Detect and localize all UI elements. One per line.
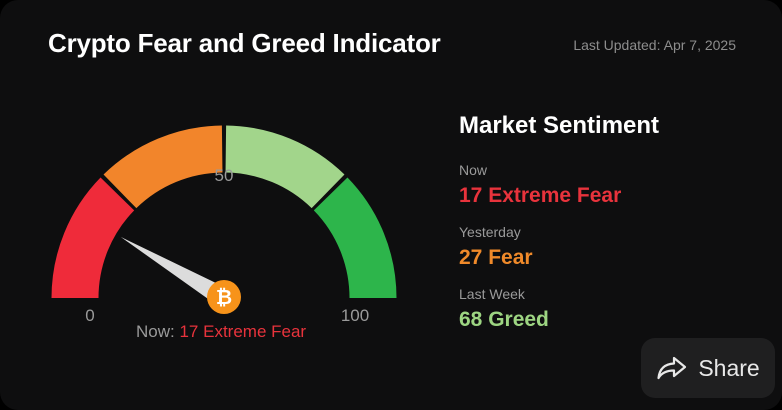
gauge-needle [120,236,230,307]
share-label: Share [698,354,760,381]
gauge-max-label: 100 [341,306,369,325]
gauge-segment-greed [224,125,345,209]
gauge-segment-extreme-fear [51,177,135,299]
gauge: 50 0 100 ₿ [51,125,397,325]
gauge-segment-fear [103,125,224,209]
sentiment-now-label: Now [459,162,488,178]
gauge-mid-label: 50 [215,166,234,185]
share-button[interactable]: Share [641,338,775,398]
gauge-caption-prefix: Now: [136,322,175,341]
page-title: Crypto Fear and Greed Indicator [48,28,441,58]
bitcoin-symbol: ₿ [216,285,232,309]
last-updated: Last Updated: Apr 7, 2025 [573,37,736,53]
sentiment-yesterday-label: Yesterday [459,224,521,240]
gauge-caption: Now: 17 Extreme Fear [136,322,306,342]
gauge-min-label: 0 [85,306,94,325]
sentiment-now-value: 17 Extreme Fear [459,184,622,207]
market-sentiment-title: Market Sentiment [459,112,660,139]
sentiment-last-week-value: 68 Greed [459,308,549,331]
sentiment-last-week-label: Last Week [459,286,525,302]
market-sentiment-panel: Market Sentiment Now 17 Extreme Fear Yes… [459,112,659,332]
bitcoin-icon [207,280,241,314]
share-arrow-icon [657,356,687,380]
gauge-caption-value: 17 Extreme Fear [179,322,307,341]
gauge-segment-extreme-greed [313,177,397,299]
sentiment-yesterday-value: 27 Fear [459,246,533,269]
